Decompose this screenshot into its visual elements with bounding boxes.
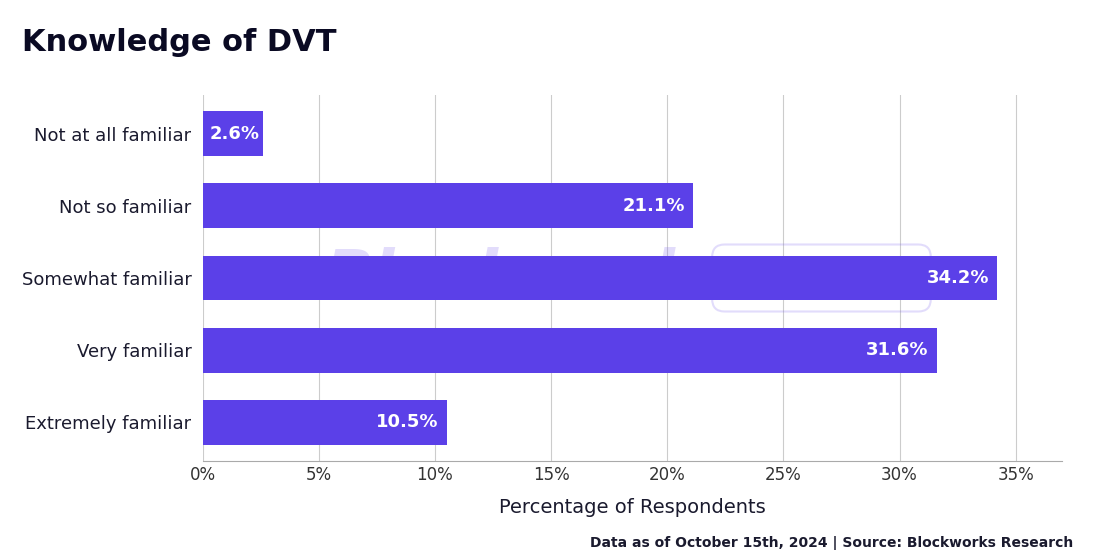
Text: Knowledge of DVT: Knowledge of DVT [22, 28, 336, 57]
Bar [203, 183, 693, 228]
Bar [203, 111, 263, 156]
Text: 10.5%: 10.5% [376, 414, 438, 431]
X-axis label: Percentage of Respondents: Percentage of Respondents [499, 498, 765, 517]
Text: Research: Research [725, 257, 919, 299]
Text: 21.1%: 21.1% [622, 197, 684, 215]
Bar [203, 256, 998, 300]
Text: 34.2%: 34.2% [926, 269, 989, 287]
Text: 31.6%: 31.6% [866, 341, 929, 359]
Bar [203, 328, 936, 373]
Text: Blockworks: Blockworks [324, 247, 734, 309]
Text: 2.6%: 2.6% [209, 125, 260, 142]
Bar [203, 400, 447, 445]
Text: Data as of October 15th, 2024 | Source: Blockworks Research: Data as of October 15th, 2024 | Source: … [590, 537, 1073, 550]
